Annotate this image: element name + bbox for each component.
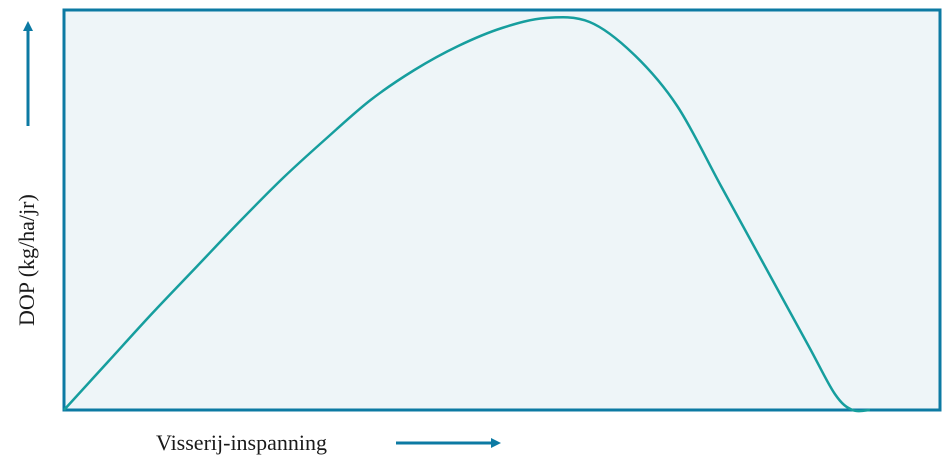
dop-curve xyxy=(63,15,871,413)
x-axis-label: Visserij-inspanning xyxy=(156,430,327,455)
y-axis-label: DOP (kg/ha/jr) xyxy=(14,194,39,326)
plot-area xyxy=(62,8,942,412)
